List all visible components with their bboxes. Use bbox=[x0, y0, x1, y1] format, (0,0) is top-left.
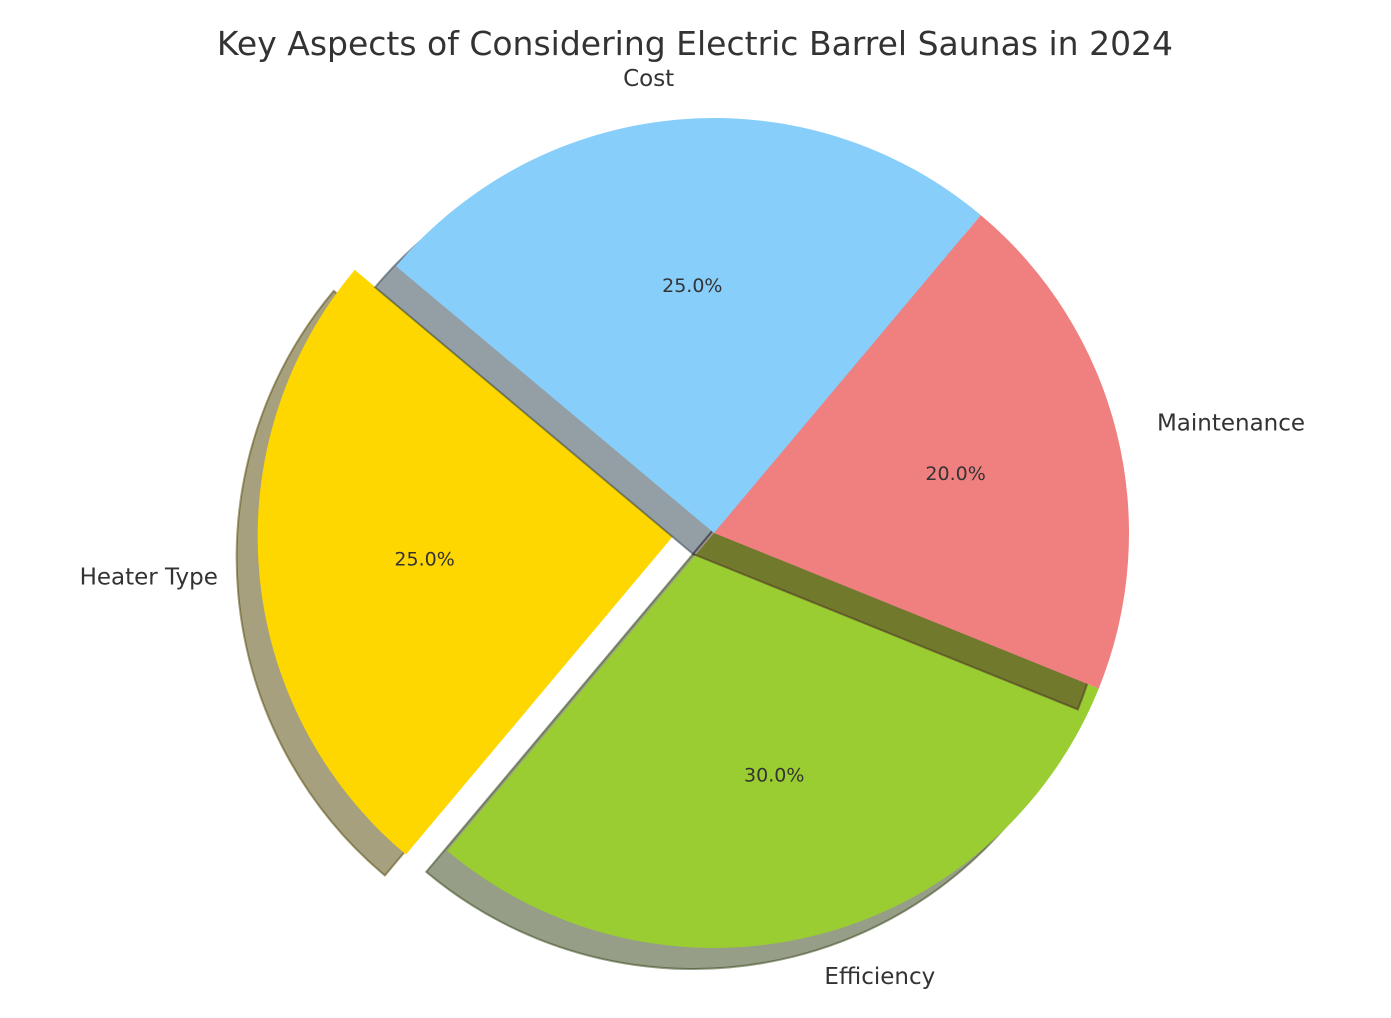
pct-label-cost: 25.0% bbox=[662, 275, 722, 297]
slice-maintenance bbox=[714, 215, 1129, 689]
label-maintenance: Maintenance bbox=[1157, 411, 1305, 437]
pct-label-efficiency: 30.0% bbox=[744, 765, 804, 787]
label-heater-type: Heater Type bbox=[80, 564, 218, 590]
label-cost: Cost bbox=[623, 66, 674, 92]
pct-label-heater-type: 25.0% bbox=[394, 548, 454, 570]
slice-cost bbox=[396, 117, 981, 533]
chart-title: Key Aspects of Considering Electric Barr… bbox=[217, 24, 1173, 63]
pct-label-maintenance: 20.0% bbox=[925, 463, 985, 485]
label-efficiency: Efficiency bbox=[824, 964, 935, 990]
slice-heater-type bbox=[257, 269, 673, 855]
